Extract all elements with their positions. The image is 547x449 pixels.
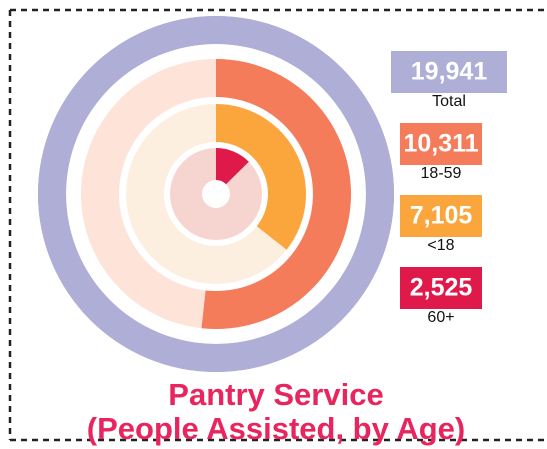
- chart-subtitle: (People Assisted, by Age): [87, 411, 465, 446]
- value-label: 10,311: [403, 130, 478, 158]
- value-box: [400, 123, 482, 165]
- value-label: 19,941: [411, 58, 488, 86]
- category-label: 60+: [427, 309, 454, 326]
- category-label: Total: [432, 93, 466, 110]
- category-label: <18: [427, 237, 454, 254]
- ring-arc: [216, 104, 307, 250]
- value-label: 7,105: [410, 202, 473, 230]
- value-box: [400, 267, 482, 309]
- chart-title: Pantry Service: [168, 377, 383, 412]
- ring-arc: [216, 148, 249, 185]
- ring-arc: [201, 59, 351, 330]
- value-box: [400, 195, 482, 237]
- value-box: [391, 51, 507, 93]
- value-label: 2,525: [410, 274, 473, 302]
- category-label: 18-59: [421, 165, 462, 182]
- frame: [8, 8, 545, 442]
